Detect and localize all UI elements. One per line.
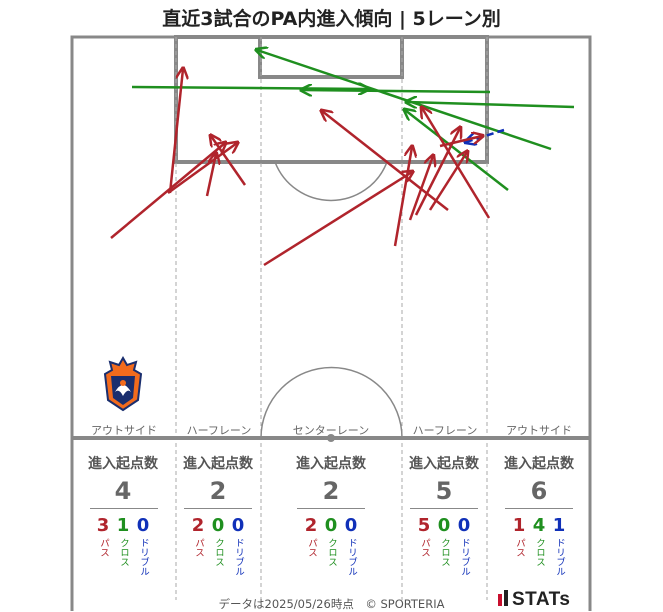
pass-breakdown: 2 パス [189,515,207,557]
pass-count: 2 [304,515,318,536]
stat-divider [184,508,252,509]
pass-label: パス [193,538,204,557]
dribble-breakdown: 0 ドリブル [134,515,152,576]
dribble-breakdown: 0 ドリブル [229,515,247,576]
cross-label: クロス [326,538,337,567]
entry-origin-total: 2 [322,477,340,505]
brand-text: STATs [512,589,571,610]
lane-label-halfspace-left: ハーフレーン [186,424,252,437]
cross-arrow [257,50,552,151]
cross-count: 4 [532,515,546,536]
pass-arrow [211,136,247,186]
pass-arrow [393,147,412,247]
stat-divider [90,508,158,509]
penalty-arc [274,161,388,202]
centre-circle [260,366,403,439]
dribble-label: ドリブル [138,538,149,576]
stats-logo: STATs [498,589,570,611]
cross-label: クロス [534,538,545,567]
lane-label-halfspace-right: ハーフレーン [412,424,478,437]
pass-arrow [408,156,433,221]
pass-breakdown: 3 パス [94,515,112,557]
pass-label: パス [98,538,109,557]
pass-arrow [168,69,183,194]
entry-origin-header: 進入起点数 [88,456,158,472]
dribble-label: ドリブル [554,538,565,576]
cross-label: クロス [213,538,224,567]
cross-count: 1 [116,515,130,536]
pass-arrow [428,152,467,211]
pass-count: 5 [417,515,431,536]
pass-label: パス [419,538,430,557]
pass-arrow [422,108,491,219]
cross-breakdown: 0 クロス [435,515,453,567]
dribble-count: 1 [552,515,566,536]
pass-breakdown: 1 パス [510,515,528,557]
cross-count: 0 [211,515,225,536]
pass-arrow [110,143,225,239]
pass-breakdown: 2 パス [302,515,320,557]
entry-origin-total: 2 [209,477,227,505]
pass-breakdown: 5 パス [415,515,433,557]
dribble-label: ドリブル [233,538,244,576]
cross-breakdown: 0 クロス [209,515,227,567]
cross-arrow [131,87,368,89]
pass-arrow [263,172,412,267]
dribble-breakdown: 0 ドリブル [455,515,473,576]
stat-divider [505,508,573,509]
team-crest-icon [103,356,143,412]
pass-count: 2 [191,515,205,536]
entry-origin-header: 進入起点数 [504,456,574,472]
cross-breakdown: 4 クロス [530,515,548,567]
dribble-count: 0 [231,515,245,536]
cross-count: 0 [324,515,338,536]
dribble-breakdown: 0 ドリブル [342,515,360,576]
pass-arrows [110,69,491,267]
centre-spot [327,434,335,442]
cross-arrow [405,110,509,191]
cross-label: クロス [439,538,450,567]
pass-label: パス [306,538,317,557]
dribble-breakdown: 1 ドリブル [550,515,568,576]
dribble-label: ドリブル [459,538,470,576]
cross-arrow [302,90,491,92]
entry-origin-header: 進入起点数 [183,456,253,472]
pass-arrow [205,154,216,197]
pass-count: 3 [96,515,110,536]
lane-label-outside-left: アウトサイド [91,424,157,437]
cross-breakdown: 1 クロス [114,515,132,567]
footer-note: データは2025/05/26時点 © SPORTERIA [218,597,445,611]
dribble-label: ドリブル [346,538,357,576]
cross-count: 0 [437,515,451,536]
dribble-count: 0 [457,515,471,536]
pass-count: 1 [512,515,526,536]
entry-origin-header: 進入起点数 [296,456,366,472]
entry-origin-header: 進入起点数 [409,456,479,472]
cross-breakdown: 0 クロス [322,515,340,567]
lane-label-outside-right: アウトサイド [506,424,572,437]
entry-origin-total: 5 [435,477,453,505]
cross-arrows [131,50,575,191]
pass-label: パス [514,538,525,557]
pass-arrow [439,136,482,148]
dribble-count: 0 [136,515,150,536]
stat-divider [297,508,365,509]
cross-arrow [407,102,575,107]
penalty-area [174,35,489,164]
pass-arrow [167,143,237,195]
dribble-count: 0 [344,515,358,536]
entry-origin-total: 6 [530,477,548,505]
stat-divider [410,508,478,509]
entry-origin-total: 4 [114,477,132,505]
page-title: 直近3試合のPA内進入傾向 | 5レーン別 [162,8,501,30]
lane-label-center: センターレーン [292,424,370,437]
cross-label: クロス [118,538,129,567]
